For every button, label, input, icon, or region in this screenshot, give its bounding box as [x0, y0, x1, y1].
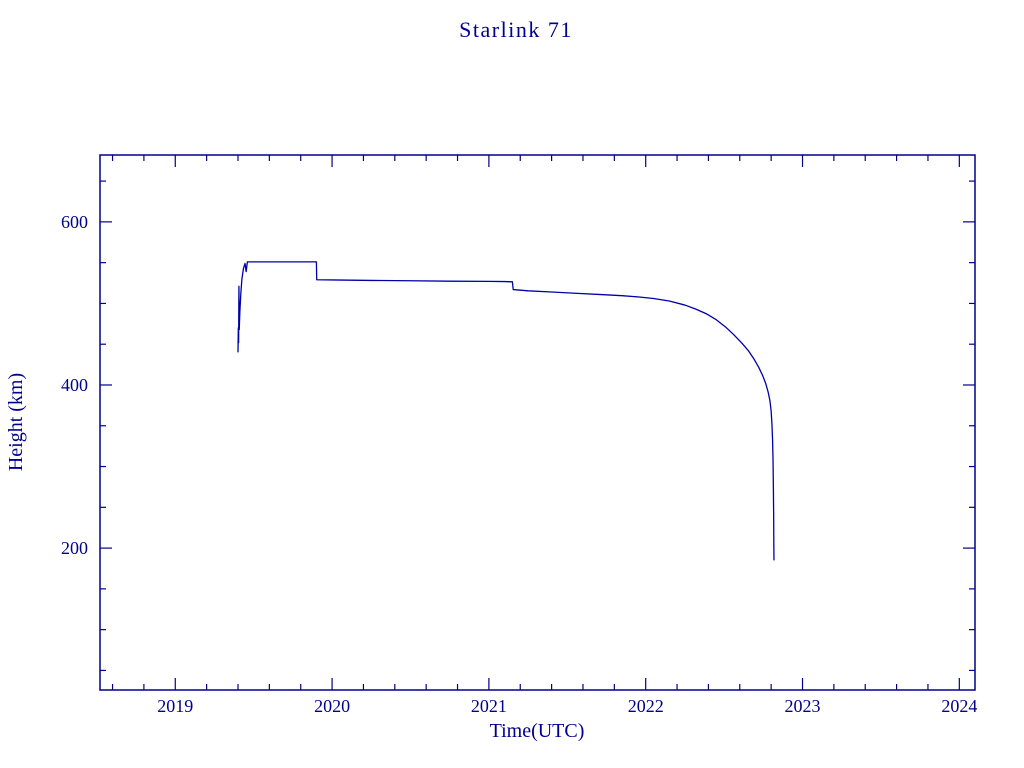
- plot-frame: [99, 154, 976, 691]
- axis-tick-labels: 2019 2020 2021 2022 2023 2024 200 400 600: [61, 212, 977, 716]
- y-axis-label: Height (km): [5, 373, 27, 471]
- x-axis-label: Time(UTC): [490, 720, 585, 742]
- tick-label: 2023: [785, 696, 821, 716]
- series-orbital-height: [237, 261, 775, 561]
- chart-title: Starlink 71: [459, 17, 573, 42]
- series-line-orbital-height: [237, 261, 775, 561]
- tick-label: 2022: [628, 696, 664, 716]
- tick-label: 2021: [471, 696, 507, 716]
- tick-label: 2020: [314, 696, 350, 716]
- axis-ticks: [100, 155, 975, 690]
- tick-label: 2019: [157, 696, 193, 716]
- tick-label: 400: [61, 375, 88, 395]
- tick-label: 200: [61, 538, 88, 558]
- tick-label: 600: [61, 212, 88, 232]
- tick-label: 2024: [941, 696, 977, 716]
